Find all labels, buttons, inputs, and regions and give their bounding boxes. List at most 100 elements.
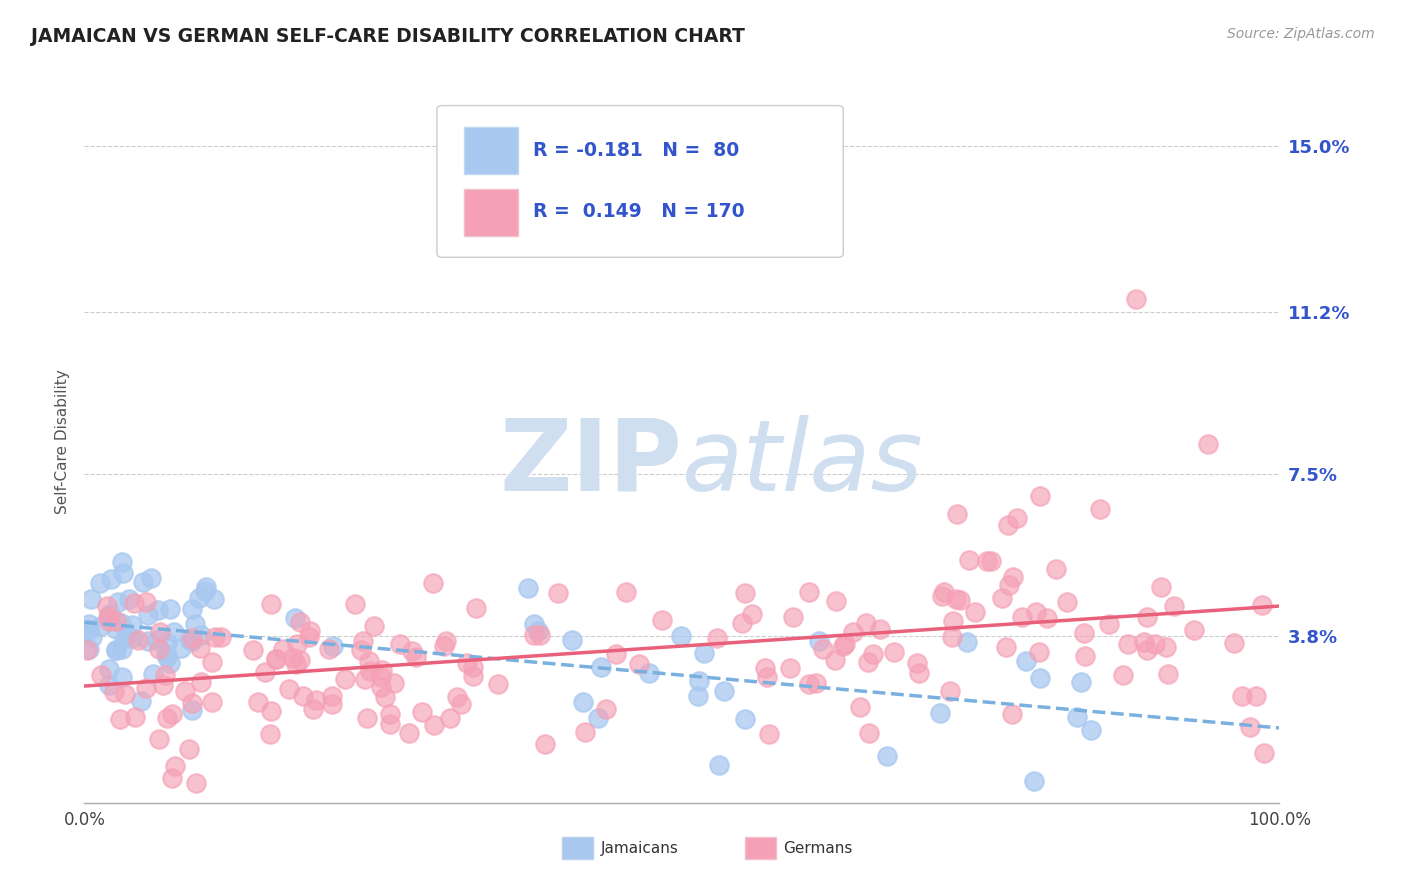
Point bbox=[105, 615, 128, 629]
Point bbox=[288, 615, 311, 630]
Point bbox=[114, 632, 136, 646]
Point bbox=[76, 642, 98, 657]
Point bbox=[111, 555, 134, 569]
Point bbox=[876, 749, 898, 764]
Point bbox=[401, 644, 423, 658]
Point bbox=[179, 633, 201, 648]
Point bbox=[858, 726, 880, 740]
Point bbox=[976, 554, 998, 568]
Point bbox=[90, 619, 112, 633]
Point bbox=[1098, 617, 1121, 632]
Point bbox=[98, 607, 121, 621]
Point bbox=[1028, 645, 1050, 659]
Point bbox=[370, 663, 392, 677]
Point bbox=[908, 665, 931, 680]
Point bbox=[1239, 720, 1261, 734]
Point bbox=[79, 623, 101, 637]
Text: R =  0.149   N = 170: R = 0.149 N = 170 bbox=[533, 202, 744, 221]
Point bbox=[103, 685, 125, 699]
Point bbox=[614, 585, 637, 599]
Point bbox=[434, 633, 457, 648]
Point bbox=[731, 615, 754, 630]
Point bbox=[1073, 626, 1095, 640]
Point bbox=[1223, 636, 1246, 650]
Point bbox=[398, 726, 420, 740]
Point bbox=[841, 624, 863, 639]
Text: R = -0.181   N =  80: R = -0.181 N = 80 bbox=[533, 141, 738, 160]
Point bbox=[1022, 773, 1045, 788]
Point bbox=[1144, 636, 1167, 650]
Point bbox=[527, 624, 550, 638]
Point bbox=[180, 696, 202, 710]
Point bbox=[156, 636, 179, 650]
Point bbox=[439, 711, 461, 725]
Point bbox=[96, 599, 118, 613]
Point bbox=[202, 591, 225, 606]
Point bbox=[949, 592, 972, 607]
Point bbox=[1045, 562, 1067, 576]
Point bbox=[997, 518, 1019, 533]
Text: JAMAICAN VS GERMAN SELF-CARE DISABILITY CORRELATION CHART: JAMAICAN VS GERMAN SELF-CARE DISABILITY … bbox=[31, 27, 745, 45]
Point bbox=[259, 727, 281, 741]
Point bbox=[145, 632, 167, 647]
Point bbox=[363, 618, 385, 632]
Point bbox=[741, 607, 763, 621]
Point bbox=[190, 675, 212, 690]
Point bbox=[463, 660, 485, 674]
Point bbox=[574, 725, 596, 739]
Point bbox=[1112, 668, 1135, 682]
Point bbox=[148, 642, 170, 657]
Point bbox=[374, 690, 396, 705]
Point bbox=[595, 702, 617, 716]
Point bbox=[291, 689, 314, 703]
Point bbox=[547, 585, 569, 599]
Text: Jamaicans: Jamaicans bbox=[600, 841, 678, 855]
Point bbox=[209, 630, 232, 644]
Point bbox=[333, 672, 356, 686]
Point bbox=[465, 600, 488, 615]
Point bbox=[446, 690, 468, 704]
Point bbox=[734, 713, 756, 727]
Point bbox=[90, 668, 112, 682]
Point bbox=[121, 618, 143, 632]
Text: atlas: atlas bbox=[682, 415, 924, 512]
Point bbox=[77, 622, 100, 636]
Point bbox=[905, 656, 928, 670]
Point bbox=[651, 613, 673, 627]
Point bbox=[159, 601, 181, 615]
Point bbox=[121, 632, 143, 646]
Point bbox=[159, 656, 181, 670]
Point bbox=[98, 678, 121, 692]
Point bbox=[688, 689, 710, 703]
Point bbox=[79, 617, 101, 632]
Point bbox=[124, 710, 146, 724]
Point bbox=[152, 678, 174, 692]
Text: Source: ZipAtlas.com: Source: ZipAtlas.com bbox=[1227, 27, 1375, 41]
Point bbox=[124, 596, 146, 610]
Point bbox=[669, 629, 692, 643]
Point bbox=[799, 584, 821, 599]
Point bbox=[1116, 637, 1139, 651]
Point bbox=[359, 664, 381, 678]
Point bbox=[411, 705, 433, 719]
Point bbox=[1005, 511, 1028, 525]
Point bbox=[155, 711, 177, 725]
Point bbox=[180, 633, 202, 648]
Point bbox=[1080, 723, 1102, 737]
Point bbox=[142, 666, 165, 681]
Point bbox=[856, 656, 879, 670]
Point bbox=[572, 695, 595, 709]
Point bbox=[201, 655, 224, 669]
Point bbox=[754, 661, 776, 675]
Point bbox=[264, 652, 287, 666]
Point bbox=[1251, 598, 1274, 612]
Point bbox=[1150, 580, 1173, 594]
Point bbox=[277, 681, 299, 696]
Point bbox=[201, 695, 224, 709]
Point bbox=[127, 633, 149, 648]
Point bbox=[957, 553, 980, 567]
FancyBboxPatch shape bbox=[437, 105, 844, 257]
Point bbox=[89, 575, 111, 590]
Point bbox=[862, 647, 884, 661]
Point bbox=[80, 592, 103, 607]
